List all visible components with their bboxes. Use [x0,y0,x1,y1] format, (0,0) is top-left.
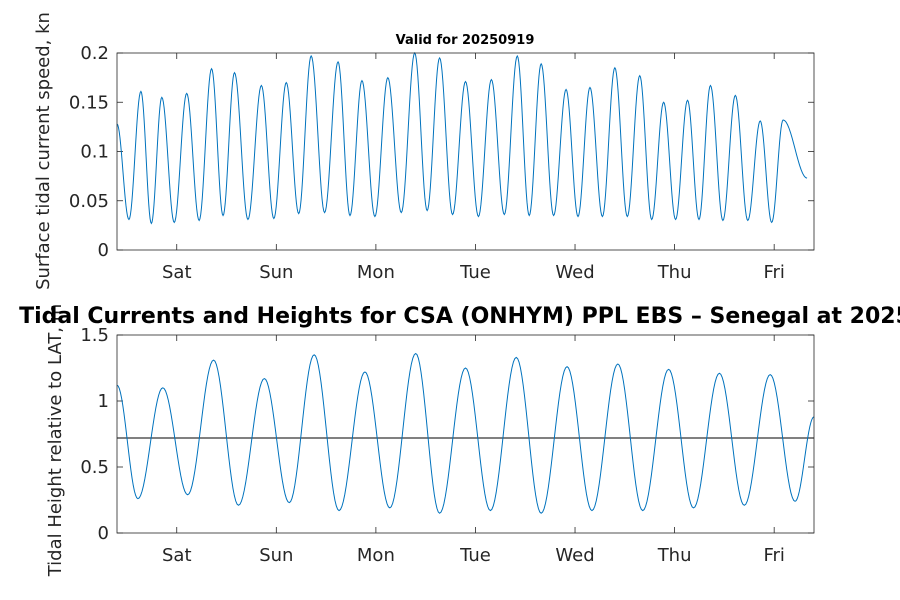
x-tick-label-fri: Fri [763,262,784,283]
x-tick-label-wed: Wed [555,262,594,283]
x-tick-label-sat: Sat [162,262,192,283]
tidal-height-axes-box [116,334,815,534]
x-tick-label-wed: Wed [555,545,594,566]
x-tick-label-tue: Tue [459,545,491,566]
y-tick-label: 0.15 [69,92,109,113]
current-speed-panel: Valid for 20250919 0 0.05 0.1 0.15 0.2 Sat Su… [33,12,815,290]
current-speed-series-line [116,51,808,225]
x-tick-label-fri: Fri [763,545,784,566]
current-speed-axes-box [116,52,815,251]
y-tick-label: 0.5 [80,457,109,478]
tidal-height-panel: 0 0.5 1 1.5 Sat Sun Mon Tue Wed Thu Fri Tidal Hei… [45,304,815,578]
y-tick-label: 1.5 [80,325,109,346]
y-tick-label: 0.05 [69,191,109,212]
y-tick-label: 0 [98,240,109,261]
figure-main-title: Tidal Currents and Heights for CSA (ONHY… [19,304,900,329]
tidal-height-plot-area [117,335,814,533]
current-speed-title: Valid for 20250919 [396,33,535,48]
tidal-height-ylabel: Tidal Height relative to LAT, m [45,304,66,578]
x-tick-label-tue: Tue [459,262,491,283]
tidal-height-series-line [116,352,815,514]
y-tick-label: 0 [98,523,109,544]
x-tick-label-sun: Sun [259,262,293,283]
y-tick-label: 1 [98,391,109,412]
x-tick-label-mon: Mon [357,545,395,566]
y-tick-label: 0.2 [80,43,109,64]
current-speed-plot-area [117,53,814,250]
y-tick-label: 0.1 [80,142,109,163]
current-speed-ylabel: Surface tidal current speed, kn [33,12,54,290]
x-tick-label-thu: Thu [657,262,692,283]
x-tick-label-mon: Mon [357,262,395,283]
x-tick-label-sun: Sun [259,545,293,566]
x-tick-label-thu: Thu [657,545,692,566]
x-tick-label-sat: Sat [162,545,192,566]
